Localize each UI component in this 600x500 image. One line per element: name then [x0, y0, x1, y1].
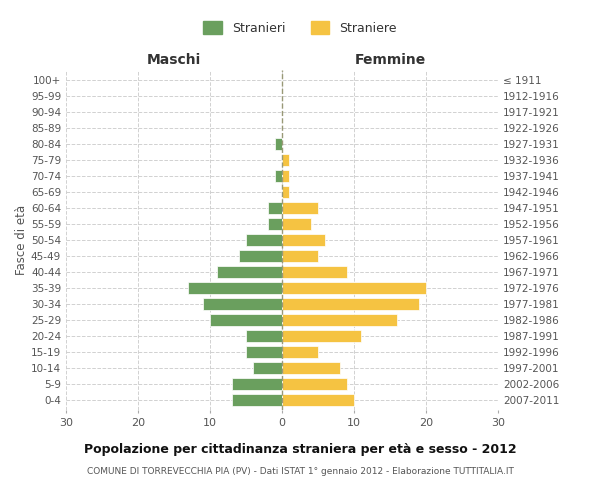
Bar: [282, 394, 354, 406]
Bar: [210, 314, 282, 326]
Bar: [203, 298, 282, 310]
Y-axis label: Fasce di età: Fasce di età: [15, 205, 28, 275]
Bar: [282, 378, 347, 390]
Bar: [253, 362, 282, 374]
Bar: [282, 170, 289, 182]
Bar: [282, 202, 318, 214]
Bar: [268, 202, 282, 214]
Bar: [282, 186, 289, 198]
Legend: Stranieri, Straniere: Stranieri, Straniere: [203, 21, 397, 35]
Text: Maschi: Maschi: [147, 54, 201, 68]
Bar: [282, 218, 311, 230]
Bar: [282, 250, 318, 262]
Bar: [188, 282, 282, 294]
Bar: [282, 314, 397, 326]
Bar: [282, 282, 426, 294]
Bar: [275, 138, 282, 150]
Text: Femmine: Femmine: [355, 54, 425, 68]
Bar: [246, 346, 282, 358]
Bar: [275, 170, 282, 182]
Bar: [268, 218, 282, 230]
Text: Popolazione per cittadinanza straniera per età e sesso - 2012: Popolazione per cittadinanza straniera p…: [83, 442, 517, 456]
Bar: [282, 298, 419, 310]
Text: COMUNE DI TORREVECCHIA PIA (PV) - Dati ISTAT 1° gennaio 2012 - Elaborazione TUTT: COMUNE DI TORREVECCHIA PIA (PV) - Dati I…: [86, 468, 514, 476]
Bar: [246, 330, 282, 342]
Bar: [246, 234, 282, 246]
Bar: [282, 234, 325, 246]
Bar: [217, 266, 282, 278]
Bar: [239, 250, 282, 262]
Bar: [282, 266, 347, 278]
Bar: [282, 330, 361, 342]
Bar: [232, 394, 282, 406]
Bar: [282, 362, 340, 374]
Bar: [282, 154, 289, 166]
Bar: [232, 378, 282, 390]
Bar: [282, 346, 318, 358]
